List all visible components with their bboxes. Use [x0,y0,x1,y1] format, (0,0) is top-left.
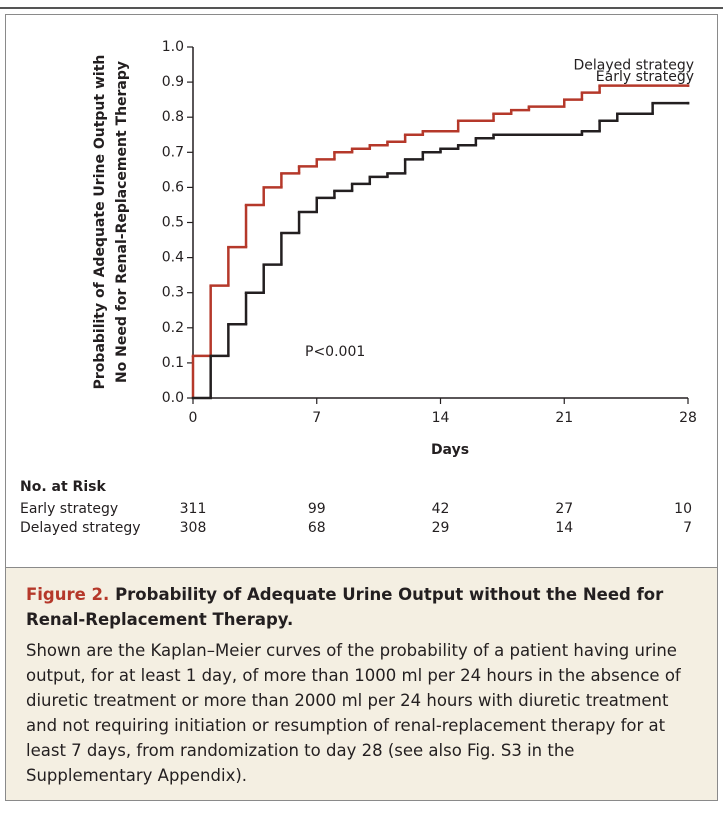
p-value: P<0.001 [305,344,365,360]
y-tick-label: 0.3 [162,285,184,301]
risk-value: 311 [180,501,207,517]
series-label: Early strategy [596,69,694,85]
y-axis-label: No Need for Renal-Replacement Therapy [114,61,130,383]
x-tick-label: 0 [189,410,198,426]
risk-value: 7 [683,520,692,536]
y-tick-label: 0.0 [162,390,184,406]
x-tick-label: 28 [679,410,697,426]
caption: Figure 2. Probability of Adequate Urine … [5,567,718,801]
y-tick-label: 0.5 [162,215,184,231]
risk-value: 10 [674,501,692,517]
caption-label: Figure 2. [26,585,110,604]
risk-value: 27 [555,501,573,517]
y-tick-label: 0.2 [162,320,184,336]
risk-row-name: Early strategy [20,501,118,517]
x-tick-label: 14 [432,410,450,426]
risk-value: 42 [432,501,450,517]
caption-title: Probability of Adequate Urine Output wit… [26,585,664,629]
risk-value: 29 [432,520,450,536]
y-tick-label: 0.9 [162,74,184,90]
figure-panel [5,14,718,568]
y-tick-label: 0.4 [162,250,184,266]
y-tick-label: 0.1 [162,355,184,371]
risk-title: No. at Risk [20,479,106,495]
risk-value: 308 [180,520,207,536]
caption-head: Figure 2. Probability of Adequate Urine … [26,582,697,632]
risk-value: 68 [308,520,326,536]
y-axis-label: Probability of Adequate Urine Output wit… [92,55,108,390]
risk-value: 14 [555,520,573,536]
caption-text: Shown are the Kaplan–Meier curves of the… [26,641,681,785]
x-tick-label: 7 [312,410,321,426]
risk-row-name: Delayed strategy [20,520,141,536]
series-label: Delayed strategy [574,58,695,74]
x-tick-label: 21 [555,410,573,426]
y-tick-label: 0.8 [162,109,184,125]
top-rule [0,7,723,9]
chart: Days P<0.001 Probability of Adequate Uri… [20,39,697,536]
y-tick-label: 0.7 [162,144,184,160]
risk-value: 99 [308,501,326,517]
y-tick-label: 1.0 [162,39,184,55]
y-tick-label: 0.6 [162,179,184,195]
x-axis-label: Days [431,442,469,458]
